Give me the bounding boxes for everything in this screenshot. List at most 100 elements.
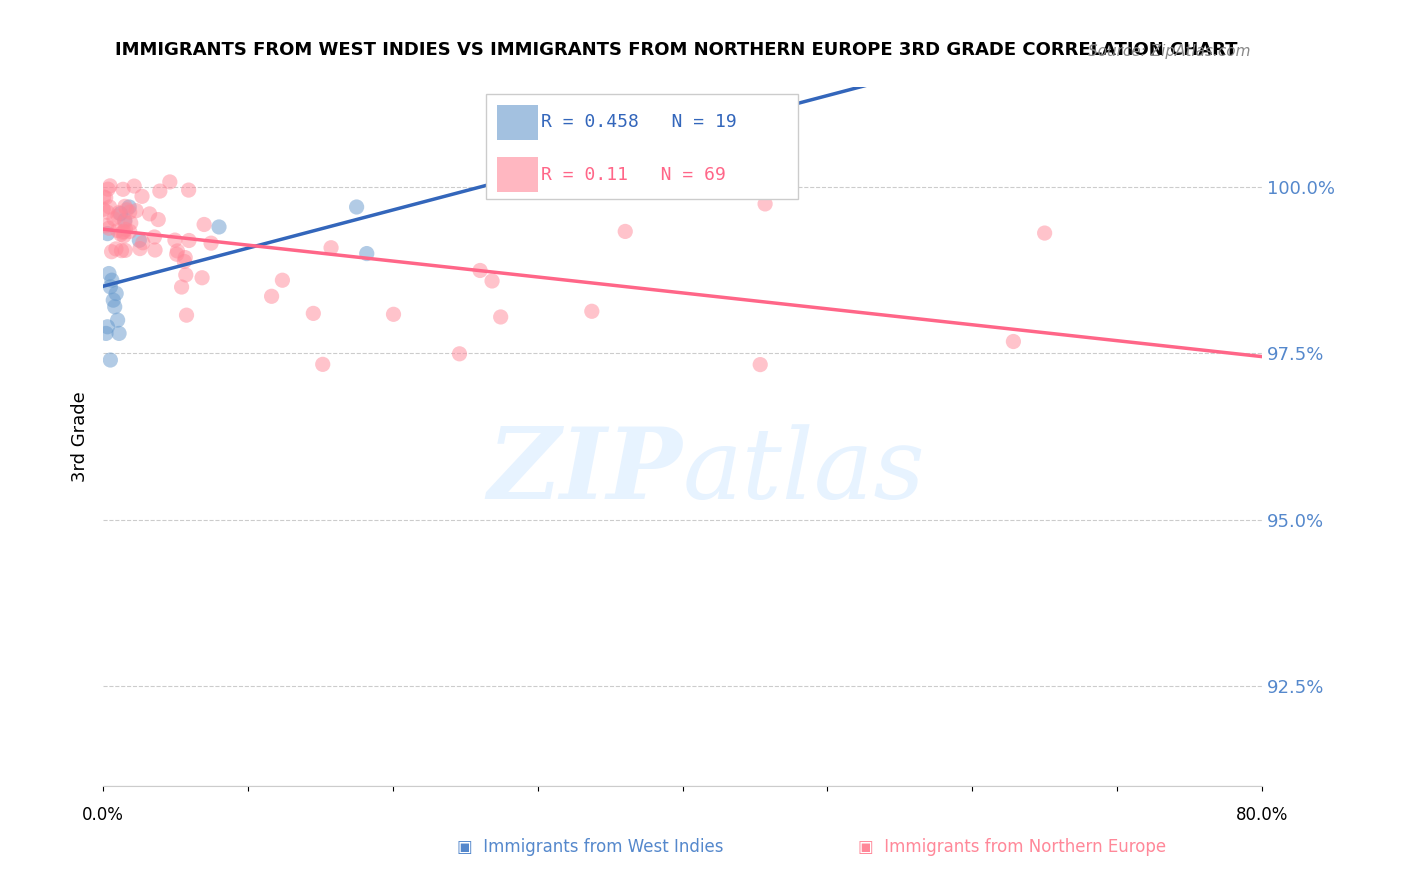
Text: 80.0%: 80.0%: [1236, 805, 1288, 824]
Point: [97, 267, 120, 281]
Point: [749, 358, 772, 372]
Point: [105, 286, 128, 301]
Point: [356, 246, 378, 260]
Point: [104, 242, 127, 256]
Point: [118, 205, 141, 219]
Text: R = 0.458   N = 19: R = 0.458 N = 19: [541, 113, 737, 131]
Point: [174, 268, 197, 282]
Point: [114, 244, 136, 258]
Point: [177, 183, 200, 197]
Point: [98, 200, 121, 214]
Point: [93, 190, 115, 204]
Point: [125, 203, 148, 218]
Point: [159, 175, 181, 189]
Point: [193, 218, 215, 232]
Point: [128, 233, 150, 247]
Point: [481, 274, 503, 288]
Point: [115, 202, 138, 217]
Point: [581, 304, 603, 318]
Point: [1033, 226, 1056, 240]
Point: [148, 212, 170, 227]
FancyBboxPatch shape: [485, 95, 799, 199]
Point: [302, 306, 325, 320]
Point: [97, 182, 120, 196]
Point: [143, 243, 166, 257]
Point: [100, 244, 122, 259]
Point: [114, 199, 136, 213]
Point: [103, 211, 125, 226]
Text: Source: ZipAtlas.com: Source: ZipAtlas.com: [1088, 45, 1250, 59]
Point: [319, 241, 342, 255]
Point: [96, 319, 118, 334]
Point: [110, 244, 132, 258]
Point: [200, 236, 222, 251]
Point: [100, 280, 122, 294]
Point: [98, 178, 121, 193]
Point: [132, 235, 155, 250]
Point: [174, 251, 197, 265]
Point: [173, 254, 195, 268]
Point: [114, 222, 136, 236]
Point: [110, 227, 132, 242]
Point: [177, 234, 200, 248]
Point: [97, 221, 120, 235]
Point: [166, 244, 188, 258]
Text: atlas: atlas: [682, 424, 925, 519]
Point: [208, 219, 231, 234]
Point: [449, 347, 471, 361]
Point: [312, 357, 335, 371]
Point: [191, 270, 214, 285]
Point: [94, 326, 117, 341]
Point: [114, 215, 136, 229]
Point: [138, 207, 160, 221]
Point: [260, 289, 283, 303]
Point: [94, 191, 117, 205]
Point: [110, 207, 132, 221]
Point: [108, 206, 131, 220]
Point: [112, 225, 135, 239]
FancyBboxPatch shape: [498, 104, 537, 140]
Point: [176, 308, 198, 322]
Point: [107, 313, 129, 327]
Point: [143, 230, 166, 244]
Point: [114, 213, 136, 227]
Point: [131, 189, 153, 203]
Point: [96, 227, 118, 241]
Text: IMMIGRANTS FROM WEST INDIES VS IMMIGRANTS FROM NORTHERN EUROPE 3RD GRADE CORRELA: IMMIGRANTS FROM WEST INDIES VS IMMIGRANT…: [115, 41, 1237, 59]
Point: [103, 293, 125, 307]
Text: 0.0%: 0.0%: [82, 805, 124, 824]
Point: [96, 219, 118, 233]
Point: [104, 300, 127, 314]
Point: [129, 242, 152, 256]
Point: [107, 209, 129, 223]
Y-axis label: 3rd Grade: 3rd Grade: [72, 392, 89, 482]
Point: [122, 179, 145, 194]
Point: [1002, 334, 1025, 349]
Point: [108, 326, 131, 341]
Text: ▣  Immigrants from Northern Europe: ▣ Immigrants from Northern Europe: [858, 838, 1167, 856]
Point: [614, 224, 637, 238]
Point: [101, 273, 124, 287]
Point: [346, 200, 368, 214]
Point: [170, 280, 193, 294]
Point: [118, 224, 141, 238]
Point: [96, 205, 118, 219]
Point: [163, 233, 186, 247]
Point: [107, 223, 129, 237]
Point: [754, 197, 776, 211]
Point: [112, 228, 135, 243]
Text: ▣  Immigrants from West Indies: ▣ Immigrants from West Indies: [457, 838, 724, 856]
Point: [489, 310, 512, 324]
Text: ZIP: ZIP: [488, 423, 682, 520]
Point: [120, 216, 142, 230]
Text: R = 0.11   N = 69: R = 0.11 N = 69: [541, 166, 725, 184]
Point: [271, 273, 294, 287]
Point: [166, 247, 188, 261]
Point: [118, 200, 141, 214]
Point: [382, 307, 405, 321]
Point: [91, 202, 114, 217]
Point: [111, 182, 134, 196]
Point: [100, 353, 122, 368]
FancyBboxPatch shape: [498, 157, 537, 192]
Point: [149, 184, 172, 198]
